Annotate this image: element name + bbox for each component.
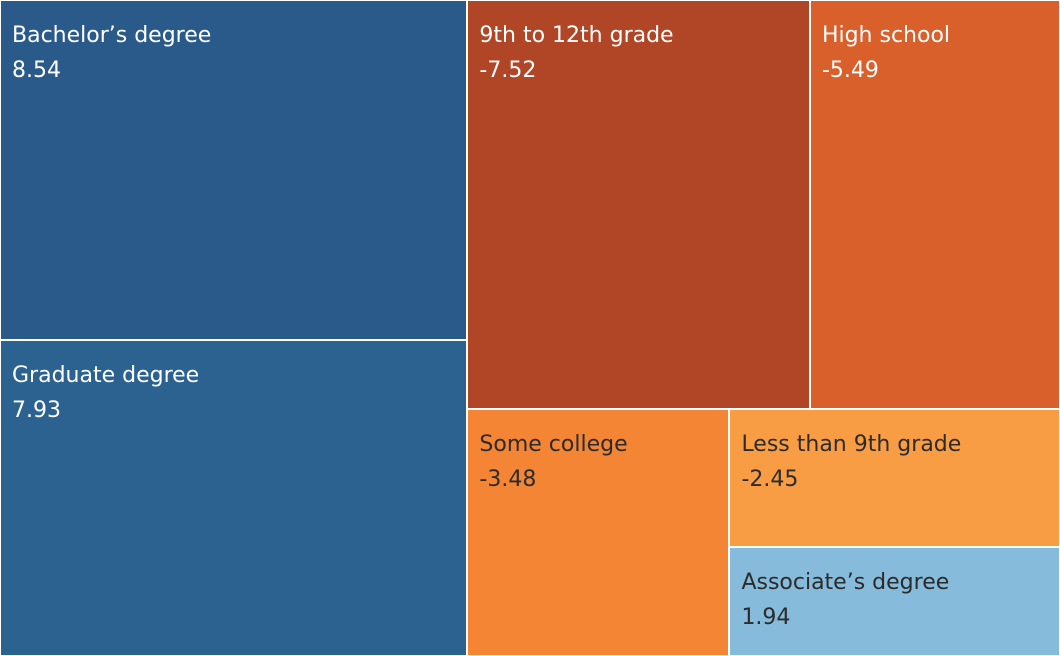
tile-value: -2.45 xyxy=(741,466,799,492)
tile-bachelors-degree[interactable]: Bachelor’s degree 8.54 xyxy=(0,0,468,341)
tile-value: 8.54 xyxy=(12,58,61,83)
tile-some-college[interactable]: Some college -3.48 xyxy=(467,408,730,656)
tile-value: -5.49 xyxy=(821,58,879,83)
tile-associates-degree[interactable]: Associate’s degree 1.94 xyxy=(729,546,1060,656)
tile-value: 1.94 xyxy=(741,604,791,630)
tile-label: Associate’s degree xyxy=(741,569,950,595)
tile-value: -7.52 xyxy=(479,58,537,83)
tile-high-school[interactable]: High school -5.49 xyxy=(809,0,1060,409)
tile-label: Some college xyxy=(479,431,628,457)
tile-graduate-degree[interactable]: Graduate degree 7.93 xyxy=(0,340,468,656)
tile-value: -3.48 xyxy=(479,466,537,492)
tile-label: High school xyxy=(821,23,951,48)
tile-label: Bachelor’s degree xyxy=(12,23,212,48)
tile-label: Graduate degree xyxy=(12,363,200,389)
tile-value: 7.93 xyxy=(12,398,61,424)
tile-label: 9th to 12th grade xyxy=(479,23,674,48)
tile-label: Less than 9th grade xyxy=(741,431,962,457)
tile-9th-to-12th-grade[interactable]: 9th to 12th grade -7.52 xyxy=(467,0,810,409)
tile-less-than-9th-grade[interactable]: Less than 9th grade -2.45 xyxy=(729,408,1060,547)
